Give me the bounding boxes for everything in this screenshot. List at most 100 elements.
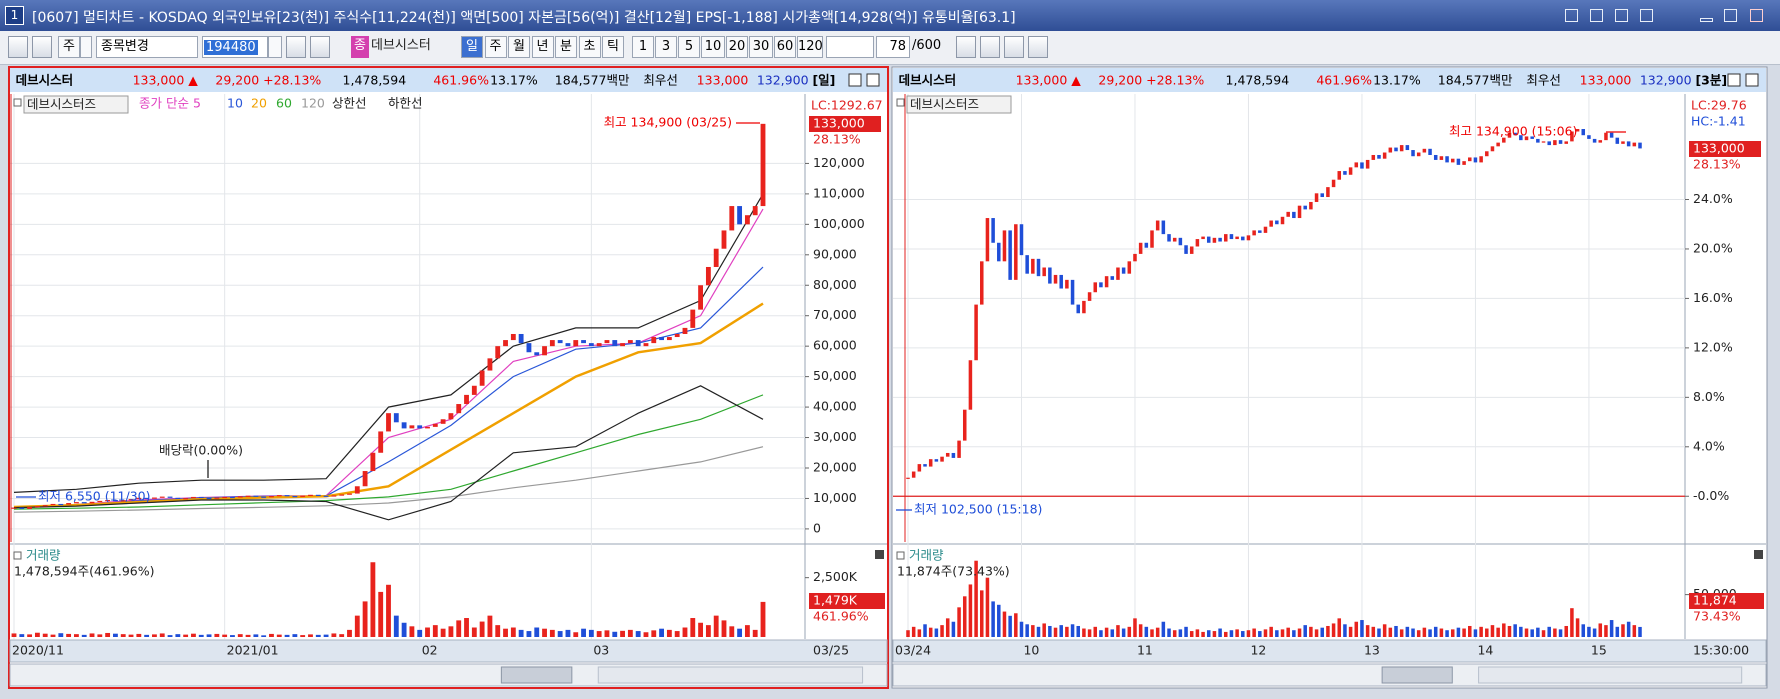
candle [1087, 292, 1092, 301]
candle [113, 499, 118, 502]
interval-button[interactable]: 120 [797, 36, 823, 58]
volume-bar [1638, 626, 1642, 637]
volume-bar [222, 634, 228, 637]
candle [643, 343, 649, 347]
x-tick-label: 14 [1477, 643, 1493, 658]
code-input[interactable]: 194480 [202, 36, 268, 58]
candle [596, 343, 602, 347]
period-button[interactable]: 분 [555, 36, 577, 58]
interval-button[interactable]: 60 [774, 36, 796, 58]
market-select[interactable]: 주 [58, 36, 80, 58]
y-tick-label: 90,000 [813, 246, 857, 261]
candle [1218, 237, 1222, 242]
candle [1638, 142, 1642, 149]
volume-bar [144, 634, 150, 637]
volume-bar [510, 627, 516, 637]
search-icon[interactable] [286, 36, 306, 58]
window-control[interactable] [1590, 9, 1603, 22]
legend-box [13, 98, 22, 107]
candle [1547, 141, 1551, 146]
volume-bar [1513, 624, 1517, 637]
candle [1371, 154, 1376, 160]
candle [1456, 158, 1461, 165]
interval-button[interactable]: 10 [701, 36, 725, 58]
period-button[interactable]: 주 [484, 36, 507, 58]
candle [1536, 138, 1540, 143]
panel-close[interactable] [1745, 73, 1759, 87]
candle [370, 452, 376, 472]
window-control[interactable] [1640, 9, 1653, 22]
stock-select[interactable]: 종목변경 [96, 36, 198, 58]
candle [159, 496, 165, 498]
candle [604, 340, 610, 344]
candle [991, 218, 995, 243]
sound-icon[interactable] [310, 36, 330, 58]
period-button[interactable]: 일 [461, 36, 483, 58]
volume-bar [1433, 626, 1438, 637]
window-control[interactable] [1615, 9, 1628, 22]
volume-bar [1070, 624, 1075, 637]
interval-button[interactable]: 5 [678, 36, 700, 58]
y-tick-label: 50,000 [813, 368, 857, 383]
volume-bar [1087, 629, 1092, 637]
minimize-button[interactable] [1700, 18, 1713, 22]
panel-maximize[interactable] [848, 73, 862, 87]
dropdown-arrow[interactable] [80, 36, 92, 58]
interval-button[interactable]: 20 [726, 36, 748, 58]
scroll-thumb[interactable] [1381, 666, 1453, 684]
interval-select[interactable] [826, 36, 874, 58]
tool-icon[interactable] [1004, 36, 1024, 58]
candle [300, 495, 306, 497]
candle [744, 215, 750, 225]
volume-bar [518, 629, 524, 637]
candle [144, 497, 150, 500]
volume-bar [721, 620, 727, 637]
count-input[interactable]: 78 [876, 36, 910, 58]
interval-button[interactable]: 30 [749, 36, 773, 58]
tool-icon[interactable] [32, 36, 52, 58]
candle [1411, 150, 1415, 157]
volume-bar [183, 634, 189, 637]
candle [1507, 132, 1512, 138]
candle [1502, 137, 1506, 143]
tool-icon[interactable] [8, 36, 28, 58]
indicator-line [13, 302, 764, 509]
volume-bar [1558, 629, 1563, 637]
volume-bar [1121, 628, 1126, 637]
candle [934, 459, 939, 462]
volume-bar [1241, 631, 1245, 637]
volume-bar [495, 625, 501, 637]
maximize-button[interactable] [1724, 9, 1737, 22]
candle [1541, 141, 1546, 143]
candle [386, 413, 391, 432]
legend-entry: 120 [301, 96, 325, 111]
dropdown-arrow[interactable] [268, 36, 282, 58]
settings-icon[interactable] [1028, 36, 1048, 58]
volume-bar [1212, 631, 1217, 637]
tool-icon[interactable] [956, 36, 976, 58]
candle [27, 506, 33, 509]
scroll-thumb[interactable] [500, 666, 573, 684]
candle [1280, 216, 1285, 225]
candle [612, 340, 618, 347]
volume-bar [698, 622, 704, 637]
tool-icon[interactable] [980, 36, 1000, 58]
window-control[interactable] [1565, 9, 1578, 22]
volume-bar [1388, 627, 1393, 637]
last-price: 133,000 [1693, 141, 1745, 156]
period-button[interactable]: 년 [531, 36, 554, 58]
panel-maximize[interactable] [1727, 73, 1741, 87]
interval-button[interactable]: 1 [632, 36, 654, 58]
candle [339, 494, 345, 496]
date-axis [9, 639, 888, 663]
panel-close[interactable] [866, 73, 880, 87]
close-button[interactable] [1750, 9, 1763, 22]
candle [214, 497, 220, 499]
interval-button[interactable]: 3 [655, 36, 677, 58]
candle [253, 495, 259, 497]
volume-bar [1195, 629, 1200, 637]
volume-bar [27, 634, 33, 637]
period-button[interactable]: 월 [508, 36, 530, 58]
period-button[interactable]: 초 [578, 36, 601, 58]
period-button[interactable]: 틱 [602, 36, 624, 58]
